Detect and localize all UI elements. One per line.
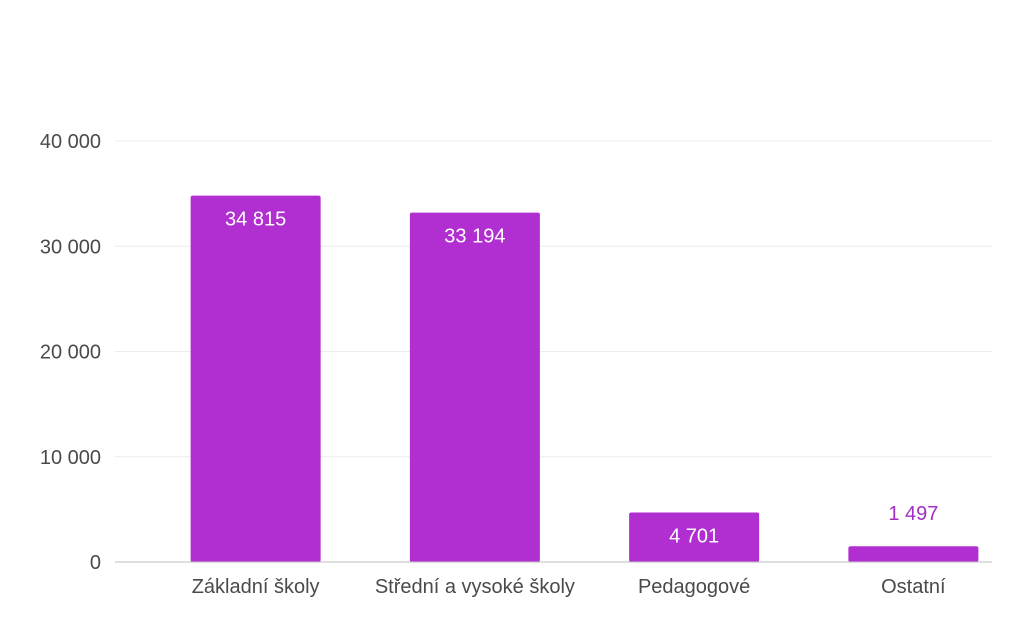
y-axis-tick-labels: 0 10 000 20 000 30 000 40 000 bbox=[40, 131, 101, 574]
bar bbox=[629, 512, 760, 562]
bar bbox=[190, 195, 321, 562]
y-tick-label: 10 000 bbox=[40, 447, 101, 469]
y-tick-label: 20 000 bbox=[40, 342, 101, 364]
bar-value-label: 34 815 bbox=[225, 209, 286, 231]
bars bbox=[190, 195, 979, 562]
x-axis-category-labels: Základní školy Střední a vysoké školy Peda… bbox=[192, 576, 946, 598]
bar bbox=[848, 546, 979, 562]
bar-value-label: 33 194 bbox=[444, 226, 505, 248]
y-tick-label: 0 bbox=[90, 552, 101, 574]
x-category-label: Základní školy bbox=[192, 576, 320, 598]
bar-value-label: 4 701 bbox=[669, 526, 719, 548]
x-category-label: Pedagogové bbox=[638, 576, 750, 598]
y-tick-label: 30 000 bbox=[40, 236, 101, 258]
bar bbox=[409, 212, 540, 562]
data-labels: 34 815 33 194 4 701 1 497 bbox=[225, 209, 938, 548]
y-tick-label: 40 000 bbox=[40, 131, 101, 153]
x-category-label: Ostatní bbox=[881, 576, 946, 598]
bar-value-label: 1 497 bbox=[888, 503, 938, 525]
x-category-label: Střední a vysoké školy bbox=[375, 576, 575, 598]
